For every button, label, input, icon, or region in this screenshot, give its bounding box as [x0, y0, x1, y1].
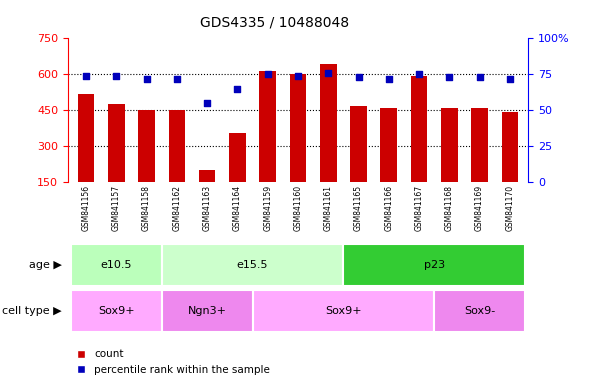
Point	[142, 76, 151, 82]
Text: e15.5: e15.5	[237, 260, 268, 270]
Bar	[71, 244, 162, 286]
Bar	[343, 244, 525, 286]
Text: GSM841164: GSM841164	[233, 185, 242, 232]
Bar	[71, 290, 162, 332]
Point	[445, 74, 454, 80]
Bar	[290, 74, 306, 218]
Text: Sox9-: Sox9-	[464, 306, 495, 316]
Bar	[411, 76, 427, 218]
Point	[112, 73, 121, 79]
Bar	[108, 104, 124, 218]
Bar	[229, 133, 245, 218]
Point	[475, 74, 484, 80]
Bar	[169, 110, 185, 218]
Point	[232, 86, 242, 92]
Bar	[253, 290, 434, 332]
Bar	[199, 170, 215, 218]
Text: GSM841165: GSM841165	[354, 185, 363, 232]
Bar	[162, 244, 343, 286]
Point	[414, 71, 424, 78]
Text: GSM841169: GSM841169	[475, 185, 484, 232]
Bar	[502, 112, 518, 218]
Point	[384, 76, 394, 82]
Point	[202, 100, 212, 106]
Text: Sox9+: Sox9+	[325, 306, 362, 316]
Point	[81, 73, 91, 79]
Legend: count, percentile rank within the sample: count, percentile rank within the sample	[73, 345, 274, 379]
Bar	[260, 71, 276, 218]
Text: GSM841157: GSM841157	[112, 185, 121, 232]
Text: GSM841163: GSM841163	[202, 185, 212, 232]
Point	[263, 71, 273, 78]
Text: p23: p23	[424, 260, 445, 270]
Text: GSM841162: GSM841162	[172, 185, 181, 231]
Point	[354, 74, 363, 80]
Bar	[138, 110, 155, 218]
Text: Ngn3+: Ngn3+	[188, 306, 227, 316]
Text: cell type ▶: cell type ▶	[2, 306, 62, 316]
Bar	[434, 290, 525, 332]
Bar	[381, 108, 397, 218]
Point	[172, 76, 182, 82]
Text: GSM841166: GSM841166	[384, 185, 394, 232]
Bar	[471, 108, 488, 218]
Point	[323, 70, 333, 76]
Bar	[162, 290, 253, 332]
Text: GSM841156: GSM841156	[81, 185, 90, 232]
Text: age ▶: age ▶	[29, 260, 62, 270]
Point	[505, 76, 514, 82]
Bar	[320, 64, 336, 218]
Point	[293, 73, 303, 79]
Text: GSM841159: GSM841159	[263, 185, 272, 232]
Bar	[350, 106, 367, 218]
Text: GDS4335 / 10488048: GDS4335 / 10488048	[200, 15, 349, 29]
Text: GSM841170: GSM841170	[506, 185, 514, 232]
Bar	[441, 108, 458, 218]
Text: GSM841158: GSM841158	[142, 185, 151, 231]
Text: GSM841160: GSM841160	[293, 185, 303, 232]
Text: Sox9+: Sox9+	[98, 306, 135, 316]
Text: GSM841167: GSM841167	[415, 185, 424, 232]
Text: GSM841168: GSM841168	[445, 185, 454, 231]
Bar	[78, 94, 94, 218]
Text: e10.5: e10.5	[100, 260, 132, 270]
Text: GSM841161: GSM841161	[324, 185, 333, 231]
